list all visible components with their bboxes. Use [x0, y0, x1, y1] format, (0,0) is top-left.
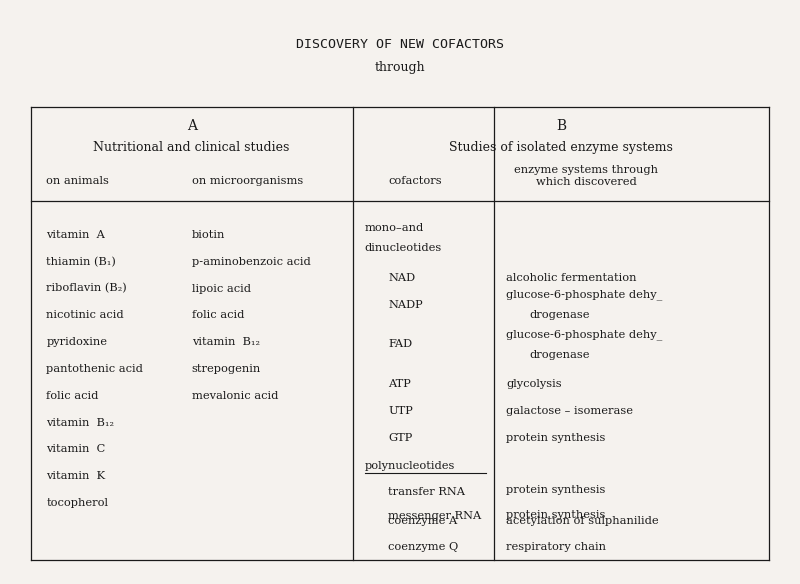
Text: NADP: NADP	[388, 300, 423, 310]
Text: on animals: on animals	[46, 176, 109, 186]
Text: pyridoxine: pyridoxine	[46, 337, 107, 347]
Text: nicotinic acid: nicotinic acid	[46, 310, 124, 321]
Text: NAD: NAD	[388, 273, 415, 283]
Text: thiamin (B₁): thiamin (B₁)	[46, 256, 116, 267]
Text: acetylation of sulphanilide: acetylation of sulphanilide	[506, 516, 658, 526]
Text: drogenase: drogenase	[530, 350, 590, 360]
Text: protein synthesis: protein synthesis	[506, 433, 606, 443]
Text: FAD: FAD	[388, 339, 412, 349]
Text: dinucleotides: dinucleotides	[365, 242, 442, 252]
Text: p-aminobenzoic acid: p-aminobenzoic acid	[192, 257, 310, 267]
Text: vitamin  B₁₂: vitamin B₁₂	[46, 418, 114, 427]
Text: mevalonic acid: mevalonic acid	[192, 391, 278, 401]
Text: galactose – isomerase: galactose – isomerase	[506, 406, 633, 416]
Text: UTP: UTP	[388, 406, 413, 416]
Text: ATP: ATP	[388, 380, 411, 390]
Text: alcoholic fermentation: alcoholic fermentation	[506, 273, 637, 283]
Text: coenzyme Q: coenzyme Q	[388, 543, 458, 552]
Text: A: A	[186, 119, 197, 133]
Text: coenzyme A: coenzyme A	[388, 516, 458, 526]
Text: glycolysis: glycolysis	[506, 380, 562, 390]
Text: folic acid: folic acid	[46, 391, 98, 401]
Text: protein synthesis: protein synthesis	[506, 510, 606, 520]
Text: polynucleotides: polynucleotides	[365, 461, 455, 471]
Text: lipoic acid: lipoic acid	[192, 284, 250, 294]
Text: vitamin  B₁₂: vitamin B₁₂	[192, 337, 260, 347]
Text: Nutritional and clinical studies: Nutritional and clinical studies	[94, 141, 290, 154]
Text: glucose-6-phosphate dehy_: glucose-6-phosphate dehy_	[506, 329, 662, 339]
Text: biotin: biotin	[192, 230, 225, 240]
Text: on microorganisms: on microorganisms	[192, 176, 303, 186]
Text: cofactors: cofactors	[388, 176, 442, 186]
Text: riboflavin (B₂): riboflavin (B₂)	[46, 283, 127, 294]
Text: pantothenic acid: pantothenic acid	[46, 364, 143, 374]
Text: vitamin  A: vitamin A	[46, 230, 105, 240]
Text: mono–and: mono–and	[365, 223, 424, 233]
Text: messenger RNA: messenger RNA	[388, 511, 482, 521]
Text: tocopherol: tocopherol	[46, 498, 108, 508]
Text: respiratory chain: respiratory chain	[506, 543, 606, 552]
Text: vitamin  C: vitamin C	[46, 444, 106, 454]
Text: strepogenin: strepogenin	[192, 364, 261, 374]
Text: vitamin  K: vitamin K	[46, 471, 106, 481]
Text: glucose-6-phosphate dehy_: glucose-6-phosphate dehy_	[506, 289, 662, 300]
Text: Studies of isolated enzyme systems: Studies of isolated enzyme systems	[450, 141, 673, 154]
Text: through: through	[374, 61, 426, 74]
Text: B: B	[556, 119, 566, 133]
Text: drogenase: drogenase	[530, 310, 590, 320]
Text: DISCOVERY OF NEW COFACTORS: DISCOVERY OF NEW COFACTORS	[296, 37, 504, 50]
Text: enzyme systems through
which discovered: enzyme systems through which discovered	[514, 165, 658, 187]
Text: protein synthesis: protein synthesis	[506, 485, 606, 495]
Text: GTP: GTP	[388, 433, 413, 443]
Text: transfer RNA: transfer RNA	[388, 486, 466, 496]
Text: folic acid: folic acid	[192, 310, 244, 321]
